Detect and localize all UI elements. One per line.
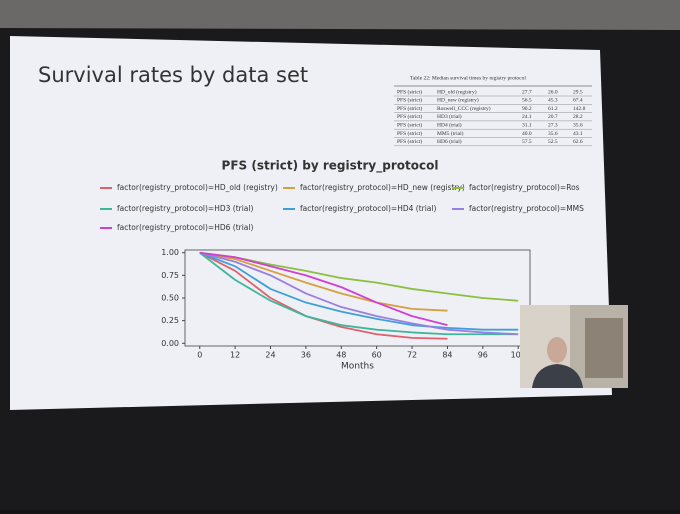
x-tick-label: 108: [511, 351, 526, 360]
table-cell: HD_new (registry): [437, 97, 479, 104]
table-cell: 35.6: [573, 122, 583, 128]
table-cell: 90.2: [522, 106, 532, 112]
x-tick-label: 24: [265, 351, 275, 360]
table-cell: 20.7: [548, 114, 558, 120]
ceiling: [0, 0, 680, 30]
x-tick-label: 84: [442, 351, 452, 360]
table-cell: 61.2: [548, 106, 558, 112]
table-cell: HD6 (trial): [437, 138, 462, 145]
table-cell: 26.0: [548, 89, 558, 95]
legend-label: factor(registry_protocol)=HD6 (trial): [117, 223, 253, 232]
y-tick-label: 1.00: [161, 248, 179, 257]
legend-label: factor(registry_protocol)=Ros: [469, 183, 580, 192]
table-cell: 40.0: [522, 131, 532, 137]
table-cell: 67.4: [573, 98, 583, 104]
table-cell: PFS (strict): [397, 113, 422, 120]
table-cell: 57.5: [522, 139, 532, 145]
table-cell: HD_old (registry): [437, 88, 477, 95]
webcam-door: [585, 318, 623, 378]
table-cell: PFS (strict): [397, 121, 422, 128]
table-cell: PFS (strict): [397, 138, 422, 145]
legend-label: factor(registry_protocol)=HD3 (trial): [117, 204, 253, 213]
table: Table 22: Median survival times by regis…: [394, 75, 592, 147]
x-tick-label: 36: [301, 351, 311, 360]
table-caption: Table 22: Median survival times by regis…: [410, 75, 526, 81]
table-cell: PFS (strict): [397, 97, 422, 104]
x-tick-label: 60: [372, 351, 382, 360]
table-cell: 52.5: [548, 139, 558, 145]
y-tick-label: 0.25: [161, 316, 179, 325]
survival-curve: [199, 252, 519, 336]
table-cell: Roswell_CCC (registry): [437, 105, 491, 112]
table-cell: PFS (strict): [397, 105, 422, 112]
survival-curve: [199, 251, 448, 312]
survival-curve: [199, 251, 519, 336]
webcam-head: [547, 337, 567, 363]
x-tick-label: 72: [407, 351, 417, 360]
chart-title: PFS (strict) by registry_protocol: [222, 159, 439, 174]
legend-label: factor(registry_protocol)=HD4 (trial): [300, 204, 436, 213]
y-tick-label: 0.00: [161, 339, 179, 348]
table-cell: HD3 (trial): [437, 113, 462, 120]
table-cell: 24.1: [522, 114, 532, 120]
table-cell: PFS (strict): [397, 88, 422, 95]
legend-label: factor(registry_protocol)=HD_old (regist…: [117, 183, 278, 192]
table-cell: MM5 (trial): [437, 130, 464, 137]
x-tick-label: 0: [197, 351, 202, 360]
table-cell: 28.2: [573, 114, 583, 120]
table-cell: 62.6: [573, 139, 583, 145]
x-axis-label: Months: [341, 362, 374, 372]
slide-title: Survival rates by data set: [38, 63, 308, 87]
table-cell: 142.8: [573, 106, 586, 112]
table-cell: 27.7: [522, 89, 532, 95]
webcam: [520, 305, 628, 388]
y-tick-label: 0.75: [161, 271, 179, 280]
legend-label: factor(registry_protocol)=MMS: [469, 204, 584, 213]
table-cell: PFS (strict): [397, 130, 422, 137]
table-cell: 43.1: [573, 131, 583, 137]
legend-label: factor(registry_protocol)=HD_new (regist…: [300, 183, 465, 192]
slide: [10, 36, 612, 410]
table-cell: HD4 (trial): [437, 121, 462, 128]
x-tick-label: 12: [230, 351, 240, 360]
x-tick-label: 48: [336, 351, 346, 360]
table-cell: 45.3: [548, 98, 558, 104]
y-tick-label: 0.50: [161, 294, 179, 303]
plot: 0.00 0.25 0.50 0.75 1.00 0 12 24 36 48 60 72 84 96 108…: [100, 183, 584, 372]
table-cell: 29.5: [573, 89, 583, 95]
survival-curve: [199, 251, 448, 327]
table-cell: 27.3: [548, 122, 558, 128]
table-cell: 56.5: [522, 98, 532, 104]
table-cell: 31.1: [522, 122, 532, 128]
webcam-body: [532, 364, 583, 388]
x-tick-label: 96: [478, 351, 488, 360]
survival-curve: [199, 251, 519, 331]
table-cell: 35.6: [548, 131, 558, 137]
